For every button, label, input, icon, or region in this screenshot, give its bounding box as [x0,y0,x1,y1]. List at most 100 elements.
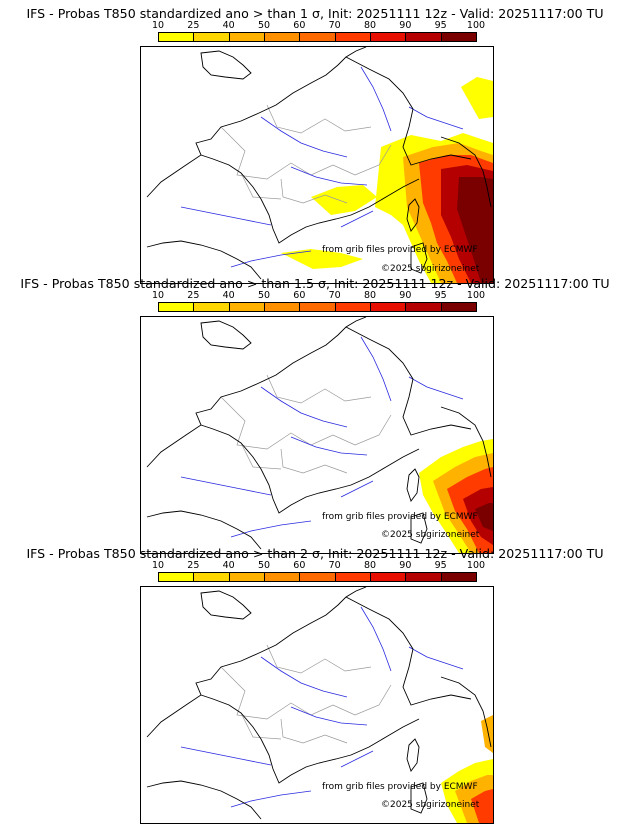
colorbar-segment [406,33,442,41]
colorbar-segment [159,573,195,581]
coastline [440,406,492,478]
data-credit: from grib files provided by ECMWF [322,245,478,255]
colorbar-segment [264,33,301,41]
colorbar-segment [335,303,371,311]
colorbar-segment [194,303,230,311]
colorbar-tick-label: 40 [222,560,235,571]
coastline [146,587,367,738]
river [290,166,368,186]
colorbar-segment [194,573,230,581]
data-credit: from grib files provided by ECMWF [322,512,478,522]
colorbar [158,32,477,42]
colorbar-segment [264,573,301,581]
colorbar-segment [229,573,265,581]
probability-shading [461,77,493,119]
colorbar-tick-label: 80 [363,560,377,571]
colorbar-tick-label: 60 [293,20,306,31]
probability-map [140,46,494,284]
probability-map [140,316,494,554]
river [340,480,374,498]
panel-2: IFS - Probas T850 standardized ano > tha… [0,276,630,554]
colorbar-tick-label: 50 [257,560,271,571]
river [260,656,348,698]
region-border [266,104,372,134]
river [230,520,312,538]
colorbar-segment [370,303,407,311]
river [360,336,392,402]
coastline [345,56,472,166]
river [360,66,392,132]
probability-map [140,586,494,824]
map-canvas [146,47,493,283]
island-outline [406,738,420,772]
coastline [200,694,420,784]
colorbar-segment [441,573,476,581]
island-outline [406,198,420,232]
region-border [280,178,348,204]
colorbar-segment [159,33,195,41]
region-border [240,172,282,200]
copyright: ©2025 sbgirizoneinet [381,800,480,810]
colorbar-tick-label: 40 [222,20,235,31]
river [180,206,272,226]
region-border [220,666,392,720]
colorbar [158,572,477,582]
colorbar-segment [300,303,336,311]
region-border [220,396,392,450]
colorbar-tick-label: 50 [257,20,271,31]
colorbar-tick-label: 80 [363,290,377,301]
river [408,106,464,130]
colorbar-segment [300,573,336,581]
colorbar-segment [406,303,442,311]
colorbar-tick-label: 10 [151,290,165,301]
coastline [440,136,492,208]
colorbar-segment [441,303,476,311]
river [230,250,312,268]
colorbar-tick-label: 25 [187,560,200,571]
river [290,436,368,456]
region-border [240,442,282,470]
colorbar-tick-label: 60 [293,290,306,301]
colorbar-tick-label: 60 [293,560,306,571]
colorbar-segment [264,303,301,311]
probability-shading [475,503,493,531]
coastline [200,154,420,244]
colorbar-tick-label: 95 [434,560,447,571]
probability-shading [457,177,493,283]
colorbar [158,302,477,312]
probability-shading [481,715,493,753]
region-border [240,712,282,740]
colorbar-tick-label: 90 [399,560,412,571]
colorbar-tick-label: 100 [466,20,486,31]
colorbar-tick-label: 95 [434,290,447,301]
panel-title: IFS - Probas T850 standardized ano > tha… [26,6,604,21]
river [360,606,392,672]
probability-shading [281,249,363,269]
island-outline [406,468,420,502]
river [180,476,272,496]
colorbar-tick-label: 25 [187,20,200,31]
probability-shading [311,185,377,215]
colorbar-segment [194,33,230,41]
colorbar-ticks: 10 25 40 50 60 70 80 90 95 100 [152,560,485,571]
copyright: ©2025 sbgirizoneinet [381,530,480,540]
coastline [146,317,367,468]
river [230,790,312,808]
panel-1: IFS - Probas T850 standardized ano > tha… [0,6,630,284]
island-outline [410,512,428,544]
region-border [280,718,348,744]
data-credit: from grib files provided by ECMWF [322,782,478,792]
colorbar-tick-label: 25 [187,290,200,301]
river [408,646,464,670]
colorbar-tick-label: 50 [257,290,271,301]
colorbar-segment [229,303,265,311]
colorbar-segment [441,33,476,41]
colorbar-tick-label: 100 [466,560,486,571]
colorbar-tick-label: 70 [328,290,341,301]
colorbar-tick-label: 95 [434,20,447,31]
coastline [146,47,367,198]
coastline [345,596,472,706]
island-outline [200,320,252,350]
colorbar-tick-label: 70 [328,560,341,571]
river [180,746,272,766]
